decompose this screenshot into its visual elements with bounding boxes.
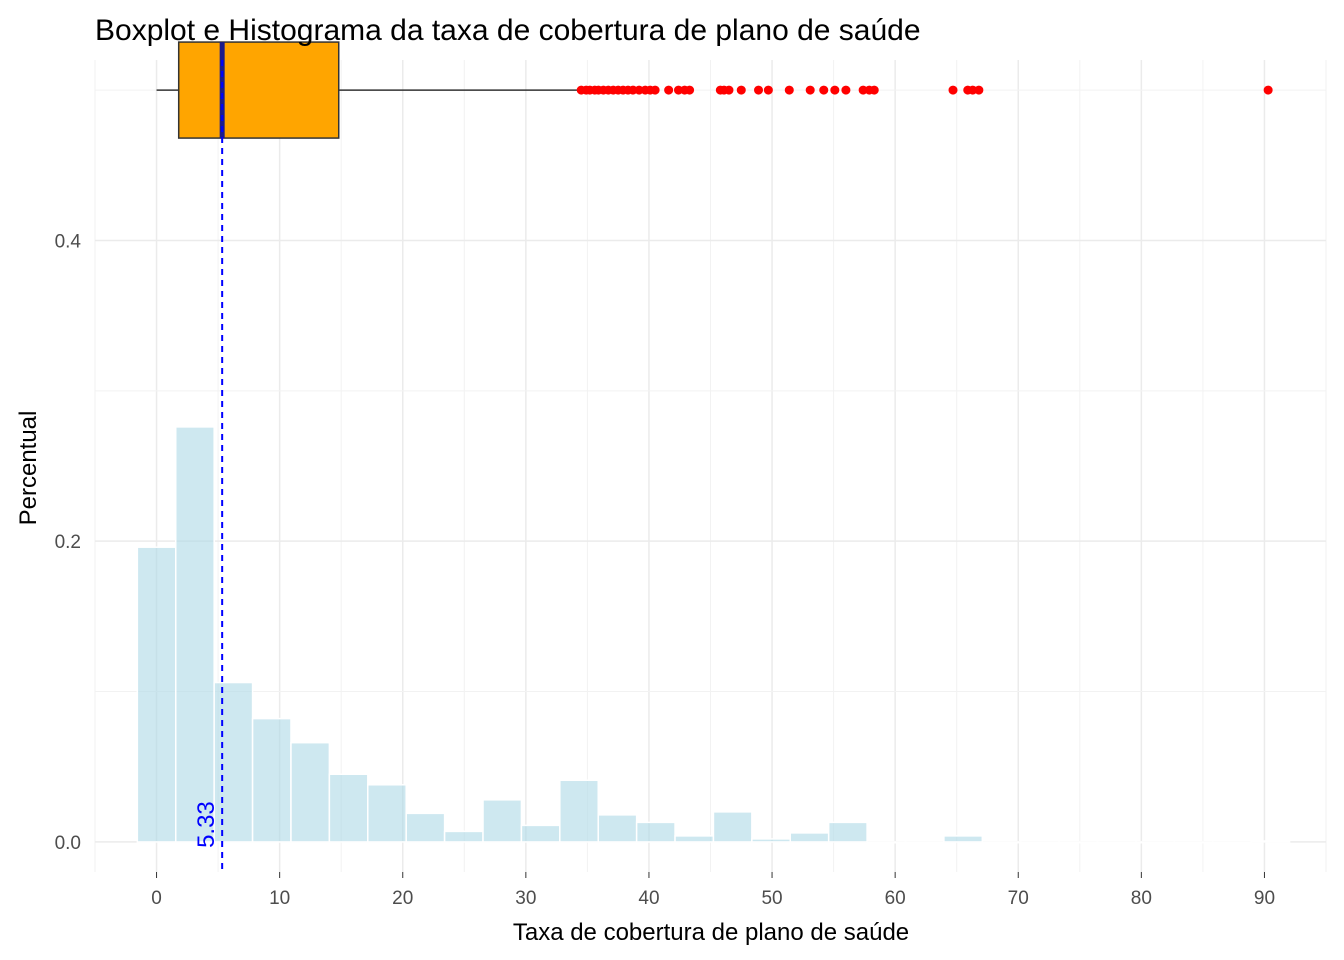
outlier-point <box>830 85 840 95</box>
histogram-bar <box>443 830 484 843</box>
histogram-bar <box>1135 841 1176 844</box>
histogram-bar <box>367 784 407 843</box>
histogram-bar <box>981 841 1022 844</box>
outlier-point <box>724 85 734 95</box>
histogram-bar <box>482 799 523 843</box>
x-tick-label: 90 <box>1254 888 1275 909</box>
histogram-bar <box>712 811 753 843</box>
histogram-bar <box>635 821 676 843</box>
histogram-bar <box>827 821 868 843</box>
outlier-point <box>685 85 695 95</box>
x-tick-label: 0 <box>151 888 162 909</box>
outlier-point <box>948 85 958 95</box>
outlier-point <box>968 85 978 95</box>
histogram-bar <box>904 841 945 844</box>
x-tick-label: 50 <box>761 888 782 909</box>
outlier-point <box>664 85 674 95</box>
histogram-bar <box>866 841 907 844</box>
histogram-bars <box>136 426 1291 844</box>
histogram-bar <box>405 812 446 843</box>
histogram-bar <box>251 717 292 843</box>
histogram-bar <box>328 773 369 843</box>
axis-ticks: 0 10 20 30 40 50 60 70 80 90 0.0 0.2 0.4 <box>55 231 1275 909</box>
x-axis-title: Taxa de cobertura de plano de saúde <box>513 919 909 946</box>
outlier-point <box>634 85 644 95</box>
histogram-bar <box>1019 841 1060 844</box>
x-tick-label: 40 <box>638 888 659 909</box>
outlier-point <box>869 85 879 95</box>
outlier-point <box>673 85 683 95</box>
outlier-point <box>628 85 638 95</box>
y-tick-label: 0.0 <box>55 833 81 854</box>
histogram-bar <box>1096 841 1137 844</box>
histogram-bar <box>789 832 830 843</box>
outlier-point <box>841 85 851 95</box>
x-tick-label: 70 <box>1008 888 1029 909</box>
outlier-point <box>805 85 815 95</box>
outlier-point <box>1263 85 1273 95</box>
y-axis-title: Percentual <box>15 411 42 526</box>
histogram-bar <box>751 838 792 843</box>
histogram-bar <box>175 426 215 843</box>
median-annotation: 5.33 <box>193 60 224 872</box>
x-tick-label: 60 <box>885 888 906 909</box>
outlier-point <box>974 85 984 95</box>
outlier-point <box>858 85 868 95</box>
outlier-point <box>763 85 773 95</box>
histogram-bar <box>1173 841 1214 844</box>
histogram-bar <box>136 546 177 843</box>
box-iqr <box>177 41 340 139</box>
histogram-bar <box>1250 840 1291 843</box>
outlier-point <box>784 85 794 95</box>
outlier-point <box>650 85 660 95</box>
histogram-bar <box>943 835 984 843</box>
outlier-point <box>736 85 746 95</box>
y-tick-label: 0.4 <box>55 231 82 252</box>
x-tick-label: 80 <box>1131 888 1152 909</box>
histogram-bar <box>1058 841 1099 844</box>
y-tick-label: 0.2 <box>55 532 81 553</box>
histogram-bar <box>597 814 638 843</box>
histogram-bar <box>290 741 331 843</box>
histogram-bar <box>674 835 715 843</box>
x-tick-label: 20 <box>392 888 413 909</box>
histogram-bar <box>559 779 599 843</box>
median-label: 5.33 <box>193 801 220 848</box>
histogram-bar <box>1211 841 1252 844</box>
x-tick-label: 30 <box>515 888 536 909</box>
outlier-point <box>754 85 764 95</box>
x-tick-label: 10 <box>269 888 290 909</box>
histogram-bar <box>520 824 561 843</box>
boxplot <box>156 41 1273 139</box>
outlier-point <box>819 85 829 95</box>
chart-title: Boxplot e Histograma da taxa de cobertur… <box>95 14 921 47</box>
